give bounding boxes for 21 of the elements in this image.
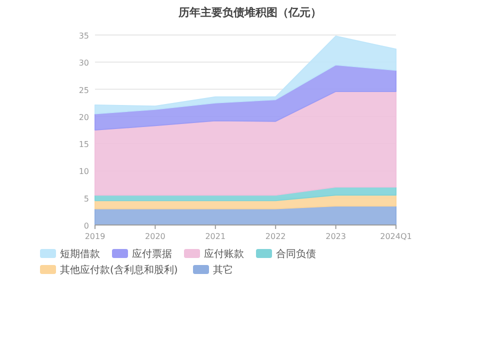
x-tick-label: 2023	[326, 232, 346, 241]
legend-label: 其它	[213, 264, 233, 276]
y-tick-label: 5	[84, 194, 89, 204]
y-tick-label: 0	[84, 222, 89, 230]
legend-label: 其他应付款(含利息和股利)	[60, 264, 178, 276]
y-tick-label: 10	[78, 167, 89, 176]
legend-label: 应付账款	[204, 248, 244, 260]
x-tick-label: 2021	[205, 232, 226, 241]
x-tick-label: 2019	[84, 232, 106, 241]
x-tick-label: 2022	[265, 232, 286, 241]
x-tick-label: 2020	[145, 232, 166, 241]
y-tick-label: 25	[78, 86, 89, 95]
y-tick-label: 35	[78, 32, 89, 40]
legend-label: 应付票据	[132, 248, 172, 260]
y-tick-label: 30	[78, 58, 89, 68]
y-tick-label: 20	[78, 112, 89, 122]
legend-label: 合同负债	[276, 248, 316, 260]
chart-title: 历年主要负债堆积图（亿元）	[178, 6, 322, 19]
x-tick-label: 2024Q1	[380, 232, 412, 241]
y-tick-label: 15	[78, 140, 89, 150]
legend-label: 短期借款	[60, 248, 100, 260]
